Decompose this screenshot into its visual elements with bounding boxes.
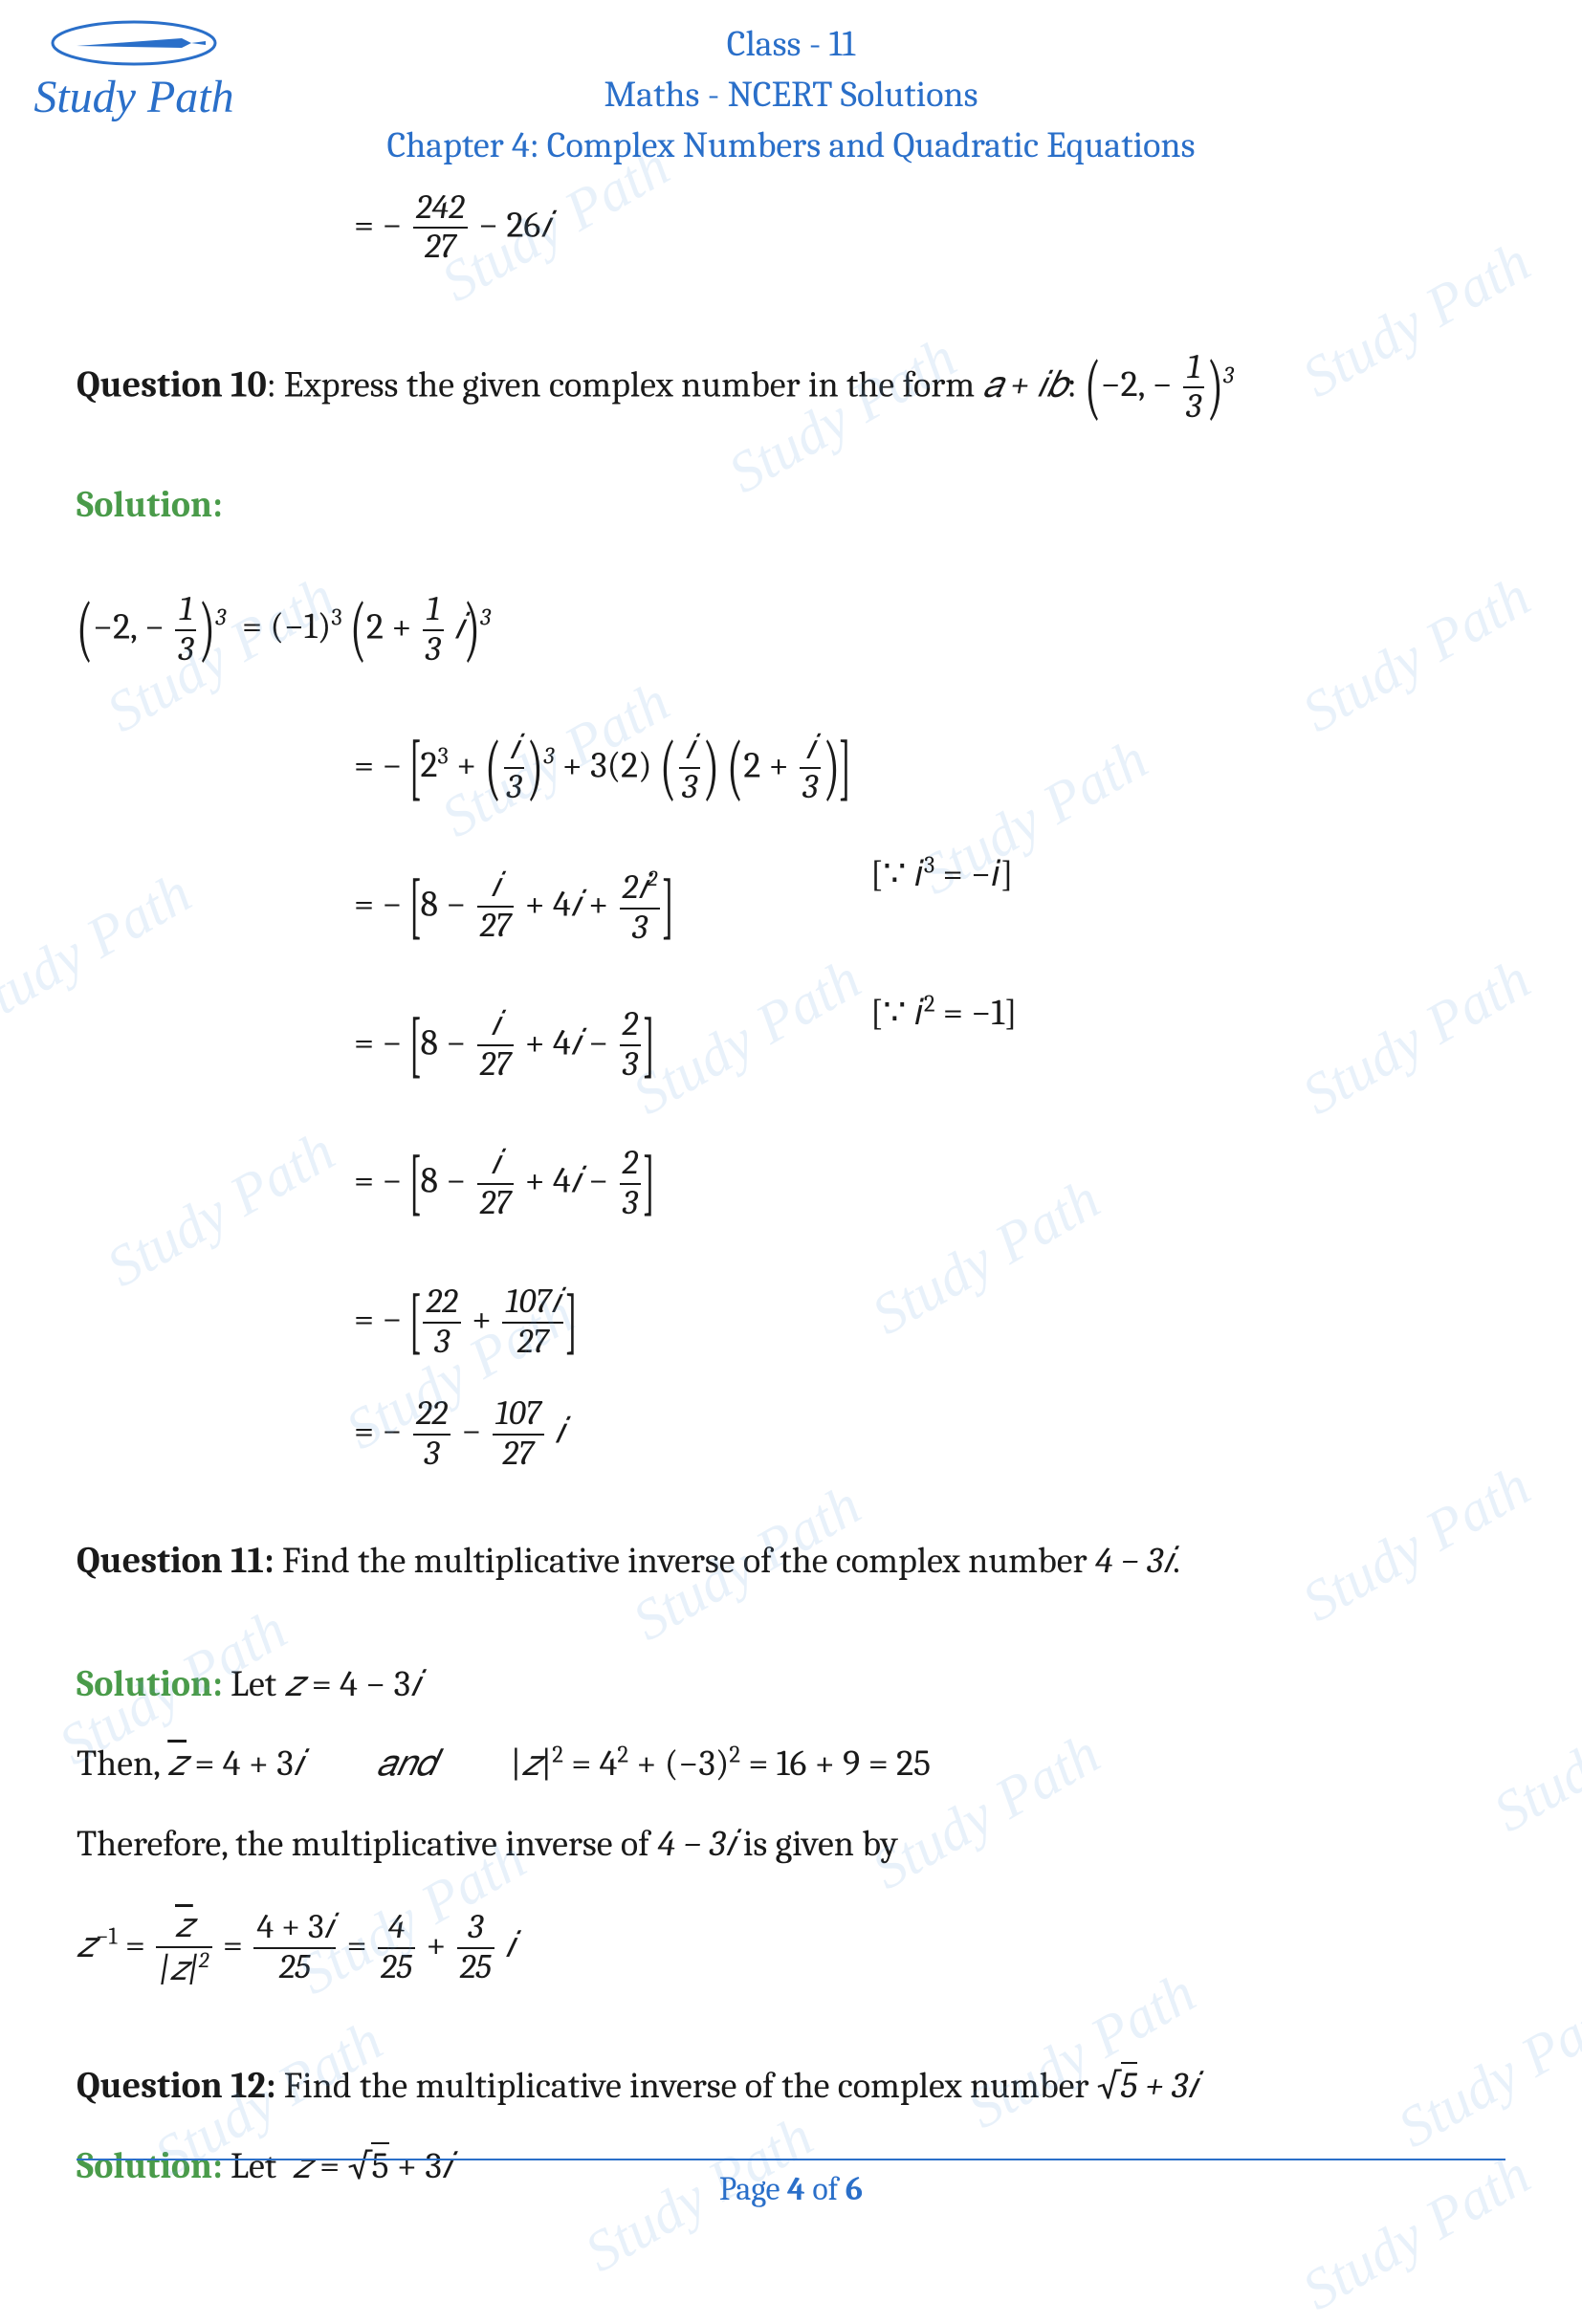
q10-aside-i3: [∵ 𝑖3 = −𝑖] bbox=[870, 842, 1013, 907]
q11-therefore-text: Therefore, the multiplicative inverse of bbox=[77, 1823, 657, 1865]
q10-step2: = − [23 + (𝑖3)3 + 3(2) (𝑖3) (2 + 𝑖3)] bbox=[77, 703, 1505, 834]
q11-therefore-c: is given by bbox=[736, 1823, 898, 1865]
logo-text: Study Path bbox=[29, 71, 239, 123]
eq-continuation: = − 24227 − 26𝑖 bbox=[77, 189, 1505, 267]
q12-prompt-text: Find the multiplicative inverse of the c… bbox=[275, 2065, 1096, 2107]
page-header: Study Path Class - 11 Maths - NCERT Solu… bbox=[0, 0, 1582, 172]
q10-step4: = − [8 − 𝑖27 + 4𝑖 − 23] [∵ 𝑖2 = −1] bbox=[77, 980, 1505, 1111]
q11-therefore: Therefore, the multiplicative inverse of… bbox=[77, 1811, 1505, 1876]
q10-prompt-text: : Express the given complex number in th… bbox=[267, 363, 983, 406]
q10-step3: = − [8 − 𝑖27 + 4𝑖 + 2𝑖23] [∵ 𝑖3 = −𝑖] bbox=[77, 842, 1505, 973]
q10-label: Question 10 bbox=[77, 363, 267, 406]
q11-label: Question 11: bbox=[77, 1540, 275, 1582]
q11-solution-label: Solution: bbox=[77, 1663, 231, 1705]
q10-aside-i2: [∵ 𝑖2 = −1] bbox=[870, 980, 1017, 1045]
q10-prompt: Question 10: Express the given complex n… bbox=[77, 322, 1505, 453]
q10-solution-label: Solution: bbox=[77, 472, 1505, 537]
q10-step6: = − [223 + 107𝑖27] bbox=[77, 1257, 1505, 1388]
q10-step5: = − [8 − 𝑖27 + 4𝑖 − 23] bbox=[77, 1118, 1505, 1249]
q12-label: Question 12: bbox=[77, 2065, 275, 2107]
q11-then-a: Then, bbox=[77, 1743, 167, 1785]
q11-inverse: 𝑧−1 = 𝑧|𝑧|2 = 4 + 3𝑖25 = 425 + 325 𝑖 bbox=[77, 1908, 1505, 1988]
pen-icon bbox=[48, 10, 220, 67]
q10-step1: (−2, − 13)3 = (−1)3 (2 + 13 𝑖)3 bbox=[77, 564, 1505, 695]
q10-form: 𝑎 + 𝑖𝑏 bbox=[983, 363, 1067, 406]
q11-prompt-text: Find the multiplicative inverse of the c… bbox=[275, 1540, 1095, 1582]
q11-dot: . bbox=[1173, 1540, 1180, 1582]
content: = − 24227 − 26𝑖 Question 10: Express the… bbox=[0, 172, 1582, 2228]
logo: Study Path bbox=[29, 10, 239, 115]
q11-and: 𝑎𝑛𝑑 bbox=[377, 1743, 437, 1785]
page-number: Page 4 of 6 bbox=[0, 2170, 1582, 2208]
q11-then: Then, 𝑧 = 4 + 3𝑖 𝑎𝑛𝑑 |𝑧|2 = 42 + (−3)2 =… bbox=[77, 1731, 1505, 1796]
q10-colon: : bbox=[1067, 363, 1085, 406]
header-chapter: Chapter 4: Complex Numbers and Quadratic… bbox=[0, 121, 1582, 171]
q11-expr: 4 − 3𝑖 bbox=[1095, 1540, 1173, 1582]
footer-rule bbox=[77, 2159, 1505, 2160]
page-footer: Page 4 of 6 bbox=[0, 2159, 1582, 2208]
q12-prompt: Question 12: Find the multiplicative inv… bbox=[77, 2053, 1505, 2118]
q11-solution: Solution: Let 𝑧 = 4 − 3𝑖 bbox=[77, 1652, 1505, 1717]
q10-step7: = − 223 − 10727 𝑖 bbox=[77, 1395, 1505, 1473]
q11-prompt: Question 11: Find the multiplicative inv… bbox=[77, 1528, 1505, 1593]
